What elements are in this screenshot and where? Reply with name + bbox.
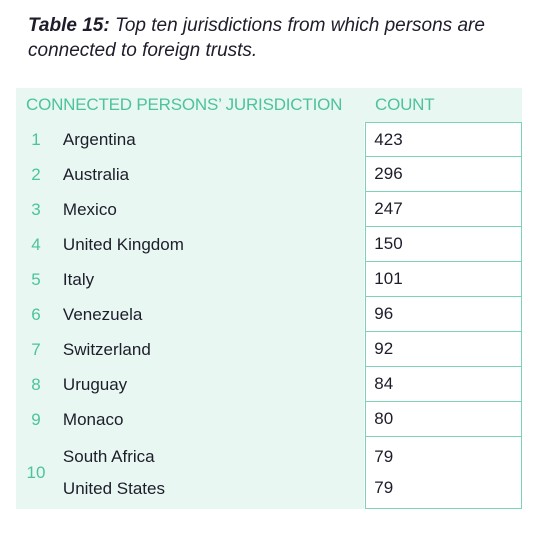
row-rank: 6 [16, 297, 56, 332]
row-jurisdiction: Argentina [55, 122, 365, 157]
row-jurisdiction: Uruguay [55, 367, 365, 402]
table-row: 1 Argentina 423 [16, 122, 522, 157]
row-rank: 1 [16, 122, 56, 157]
row-rank: 7 [16, 332, 56, 367]
row-count: 84 [365, 367, 522, 402]
row-jurisdiction: Mexico [55, 192, 365, 227]
table-row: 4 United Kingdom 150 [16, 227, 522, 262]
row-rank: 8 [16, 367, 56, 402]
table-row: 5 Italy 101 [16, 262, 522, 297]
table-caption: Table 15: Top ten jurisdictions from whi… [28, 13, 528, 63]
row-jurisdiction: United Kingdom [55, 227, 365, 262]
row-rank: 10 [16, 437, 56, 509]
table-row: 2 Australia 296 [16, 157, 522, 192]
header-count: COUNT [375, 95, 435, 114]
row-rank: 3 [16, 192, 56, 227]
row-count: 296 [365, 157, 522, 192]
row-count: 79 [374, 478, 394, 498]
table-header: CONNECTED PERSONS’ JURISDICTION COUNT [16, 88, 522, 122]
row-jurisdiction: Italy [55, 262, 365, 297]
row-jurisdiction: Venezuela [55, 297, 365, 332]
row-jurisdiction-group: South Africa United States [55, 437, 365, 509]
row-jurisdiction: Monaco [55, 402, 365, 437]
row-count: 101 [365, 262, 522, 297]
row-count: 96 [365, 297, 522, 332]
row-count: 79 [374, 446, 394, 466]
row-count: 80 [365, 402, 522, 437]
row-jurisdiction: South Africa [62, 447, 155, 466]
table-row: 3 Mexico 247 [16, 192, 522, 227]
table-row: 6 Venezuela 96 [16, 297, 522, 332]
row-count: 150 [365, 227, 522, 262]
row-count: 423 [365, 122, 522, 157]
row-jurisdiction: United States [62, 479, 165, 498]
row-rank: 2 [16, 157, 56, 192]
caption-text: Top ten jurisdictions from which persons… [28, 15, 485, 61]
caption-label: Table 15: [28, 15, 110, 36]
row-rank: 9 [16, 402, 56, 437]
row-jurisdiction: Switzerland [55, 332, 365, 367]
table-row: 8 Uruguay 84 [16, 367, 522, 402]
table-row: 9 Monaco 80 [16, 402, 522, 437]
row-rank: 4 [16, 227, 56, 262]
table-row-tied: 10 South Africa United States 79 79 [16, 437, 522, 509]
table-row: 7 Switzerland 92 [16, 332, 522, 367]
row-rank: 5 [16, 262, 56, 297]
row-count: 247 [365, 192, 522, 227]
header-jurisdiction: CONNECTED PERSONS’ JURISDICTION [26, 95, 343, 114]
row-count: 92 [365, 332, 522, 367]
row-count-group: 79 79 [365, 437, 522, 509]
jurisdiction-table: CONNECTED PERSONS’ JURISDICTION COUNT 1 … [16, 88, 522, 509]
row-jurisdiction: Australia [55, 157, 365, 192]
